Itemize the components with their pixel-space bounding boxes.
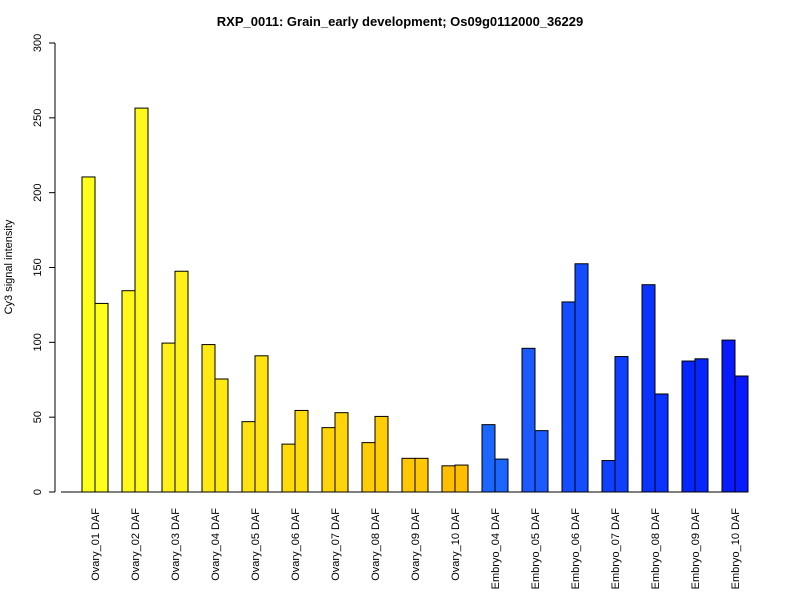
bar	[681, 360, 696, 493]
category-label: Embryo_10 DAF	[730, 508, 742, 590]
y-tick-label: 50	[32, 411, 44, 423]
bars-group	[81, 107, 749, 493]
y-tick-label: 0	[32, 489, 44, 495]
bar	[334, 412, 349, 493]
y-tick-label: 250	[32, 109, 44, 127]
bar	[481, 424, 496, 493]
category-label: Ovary_07 DAF	[330, 508, 342, 581]
bar	[254, 355, 269, 493]
bar	[174, 270, 189, 493]
category-label: Ovary_08 DAF	[370, 508, 382, 581]
category-label: Embryo_04 DAF	[490, 508, 502, 590]
bar	[81, 176, 96, 493]
bar	[161, 342, 176, 493]
bar	[401, 457, 416, 493]
bar	[574, 263, 589, 493]
bar	[494, 458, 509, 493]
category-label: Ovary_05 DAF	[250, 508, 262, 581]
y-axis-label: Cy3 signal intensity	[3, 219, 15, 314]
bar	[654, 393, 669, 493]
category-label: Embryo_05 DAF	[530, 508, 542, 590]
y-tick-label: 150	[32, 258, 44, 276]
category-label: Embryo_08 DAF	[650, 508, 662, 590]
bar	[694, 358, 709, 493]
category-labels: Ovary_01 DAF Ovary_02 DAF Ovary_03 DAF Ovar…	[90, 508, 742, 590]
category-label: Embryo_07 DAF	[610, 508, 622, 590]
y-tick-label: 200	[32, 183, 44, 201]
category-label: Ovary_03 DAF	[170, 508, 182, 581]
bar	[374, 415, 389, 493]
bar	[94, 302, 109, 493]
bar	[614, 356, 629, 493]
bar	[294, 409, 309, 493]
bar	[201, 344, 216, 493]
bar	[454, 464, 469, 493]
y-tick-label: 100	[32, 333, 44, 351]
bar	[561, 301, 576, 493]
bar	[534, 430, 549, 493]
bar	[214, 378, 229, 493]
y-axis: 0 50 100 150 200 250 300	[32, 34, 56, 495]
bar	[361, 442, 376, 493]
category-label: Ovary_04 DAF	[210, 508, 222, 581]
bar	[641, 284, 656, 493]
bar	[241, 421, 256, 493]
category-label: Embryo_09 DAF	[690, 508, 702, 590]
bar	[121, 290, 136, 493]
category-label: Embryo_06 DAF	[570, 508, 582, 590]
chart-title: RXP_0011: Grain_early development; Os09g…	[217, 14, 583, 29]
bar	[601, 460, 616, 493]
category-label: Ovary_10 DAF	[450, 508, 462, 581]
category-label: Ovary_02 DAF	[130, 508, 142, 581]
bar	[734, 375, 749, 493]
bar	[281, 443, 296, 493]
category-label: Ovary_09 DAF	[410, 508, 422, 581]
bar	[521, 347, 536, 493]
bar	[134, 107, 149, 493]
bar	[321, 427, 336, 493]
y-tick-label: 300	[32, 34, 44, 52]
bar	[721, 339, 736, 493]
bar	[441, 465, 456, 493]
category-label: Ovary_01 DAF	[90, 508, 102, 581]
category-label: Ovary_06 DAF	[290, 508, 302, 581]
bar	[414, 457, 429, 493]
